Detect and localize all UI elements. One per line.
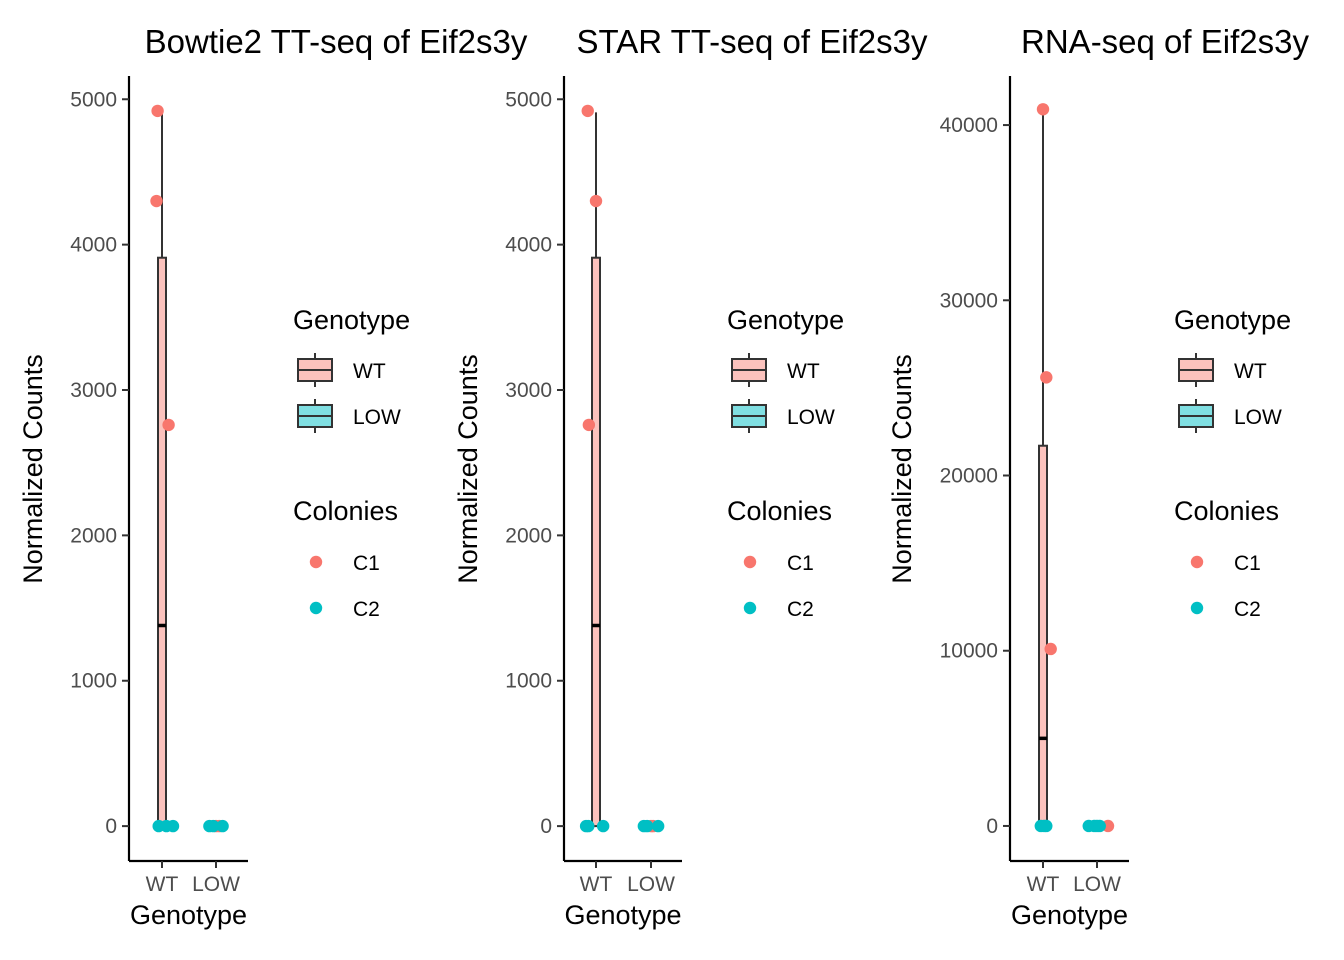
box-wt — [157, 256, 167, 828]
data-point-c2 — [166, 819, 180, 833]
chart-title: RNA-seq of Eif2s3y — [1021, 23, 1309, 60]
legend-genotype-title: Genotype — [1174, 305, 1291, 335]
box-wt — [591, 256, 601, 828]
legend-genotype-label: WT — [1234, 360, 1267, 383]
data-point-c2 — [582, 819, 595, 833]
y-tick-label: 2000 — [505, 524, 552, 547]
x-tick-label: LOW — [192, 873, 240, 896]
data-point-c2 — [651, 819, 665, 833]
y-tick-label: 5000 — [70, 88, 117, 111]
data-point-c1 — [1040, 371, 1053, 384]
x-tick-label: LOW — [1073, 873, 1121, 896]
data-point-c1 — [582, 418, 596, 432]
y-tick-label: 20000 — [940, 465, 998, 488]
legend-colonies-label: C1 — [787, 552, 814, 575]
data-point-c1 — [151, 104, 164, 118]
data-point-c2 — [640, 819, 654, 833]
y-tick-label: 1000 — [70, 670, 117, 693]
legend-key-point-c1 — [743, 555, 757, 569]
legend-genotype-label: WT — [353, 360, 386, 383]
legend-key-point-c2 — [743, 601, 757, 615]
legend-genotype-title: Genotype — [293, 305, 410, 335]
legend-key-point-c1 — [1190, 555, 1204, 569]
legend-colonies-label: C2 — [353, 598, 380, 621]
y-tick-label: 0 — [540, 815, 552, 838]
legend-genotype-label: WT — [787, 360, 820, 383]
legend-colonies-title: Colonies — [1174, 496, 1279, 526]
x-tick-label: WT — [580, 873, 613, 896]
data-point-c2 — [1093, 819, 1106, 833]
x-tick-label: WT — [1027, 873, 1060, 896]
y-tick-label: 2000 — [70, 524, 117, 547]
x-tick-label: WT — [146, 873, 179, 896]
data-point-c2 — [207, 819, 220, 833]
y-tick-label: 4000 — [505, 234, 552, 257]
y-axis-title: Normalized Counts — [453, 354, 483, 584]
legend-key-point-c2 — [1190, 601, 1204, 615]
data-point-c1 — [589, 194, 603, 208]
x-axis-title: Genotype — [130, 900, 247, 930]
legend-genotype-label: LOW — [1234, 406, 1282, 429]
data-point-c1 — [162, 418, 175, 432]
data-point-c1 — [581, 104, 594, 118]
chart-panel-3: RNA-seq of Eif2s3y Normalized Counts Genot… — [887, 23, 1309, 930]
data-point-c1 — [1044, 642, 1057, 656]
y-axis-title: Normalized Counts — [18, 354, 48, 584]
y-tick-label: 40000 — [940, 114, 998, 137]
legend-colonies-title: Colonies — [293, 496, 398, 526]
legend-genotype-label: LOW — [353, 406, 401, 429]
y-axis-title: Normalized Counts — [887, 354, 917, 584]
y-tick-label: 30000 — [940, 289, 998, 312]
data-point-c1 — [150, 194, 163, 208]
box-wt — [1038, 444, 1048, 827]
data-point-c1 — [1036, 103, 1050, 116]
y-tick-label: 0 — [105, 815, 117, 838]
chart-panel-1: Bowtie2 TT-seq of Eif2s3y Normalized Coun… — [18, 23, 528, 930]
x-tick-label: LOW — [627, 873, 675, 896]
y-tick-label: 1000 — [505, 670, 552, 693]
y-tick-label: 0 — [986, 815, 998, 838]
y-tick-label: 5000 — [505, 88, 552, 111]
y-tick-label: 4000 — [70, 234, 117, 257]
chart-title: Bowtie2 TT-seq of Eif2s3y — [145, 23, 528, 60]
legend-key-point-c1 — [309, 555, 323, 569]
y-tick-label: 10000 — [940, 640, 998, 663]
data-point-c2 — [216, 819, 229, 833]
chart-title: STAR TT-seq of Eif2s3y — [577, 23, 928, 60]
legend-colonies-title: Colonies — [727, 496, 832, 526]
x-axis-title: Genotype — [564, 900, 681, 930]
chart-panel-2: STAR TT-seq of Eif2s3y Normalized Counts G… — [453, 23, 928, 930]
data-point-c2 — [596, 819, 610, 833]
legend-colonies-label: C1 — [353, 552, 380, 575]
data-point-c2 — [1040, 819, 1053, 833]
legend-colonies-label: C2 — [1234, 598, 1261, 621]
legend-genotype-title: Genotype — [727, 305, 844, 335]
legend-key-point-c2 — [309, 601, 323, 615]
legend-colonies-label: C1 — [1234, 552, 1261, 575]
legend-genotype-label: LOW — [787, 406, 835, 429]
x-axis-title: Genotype — [1011, 900, 1128, 930]
y-tick-label: 3000 — [70, 379, 117, 402]
y-tick-label: 3000 — [505, 379, 552, 402]
legend-colonies-label: C2 — [787, 598, 814, 621]
